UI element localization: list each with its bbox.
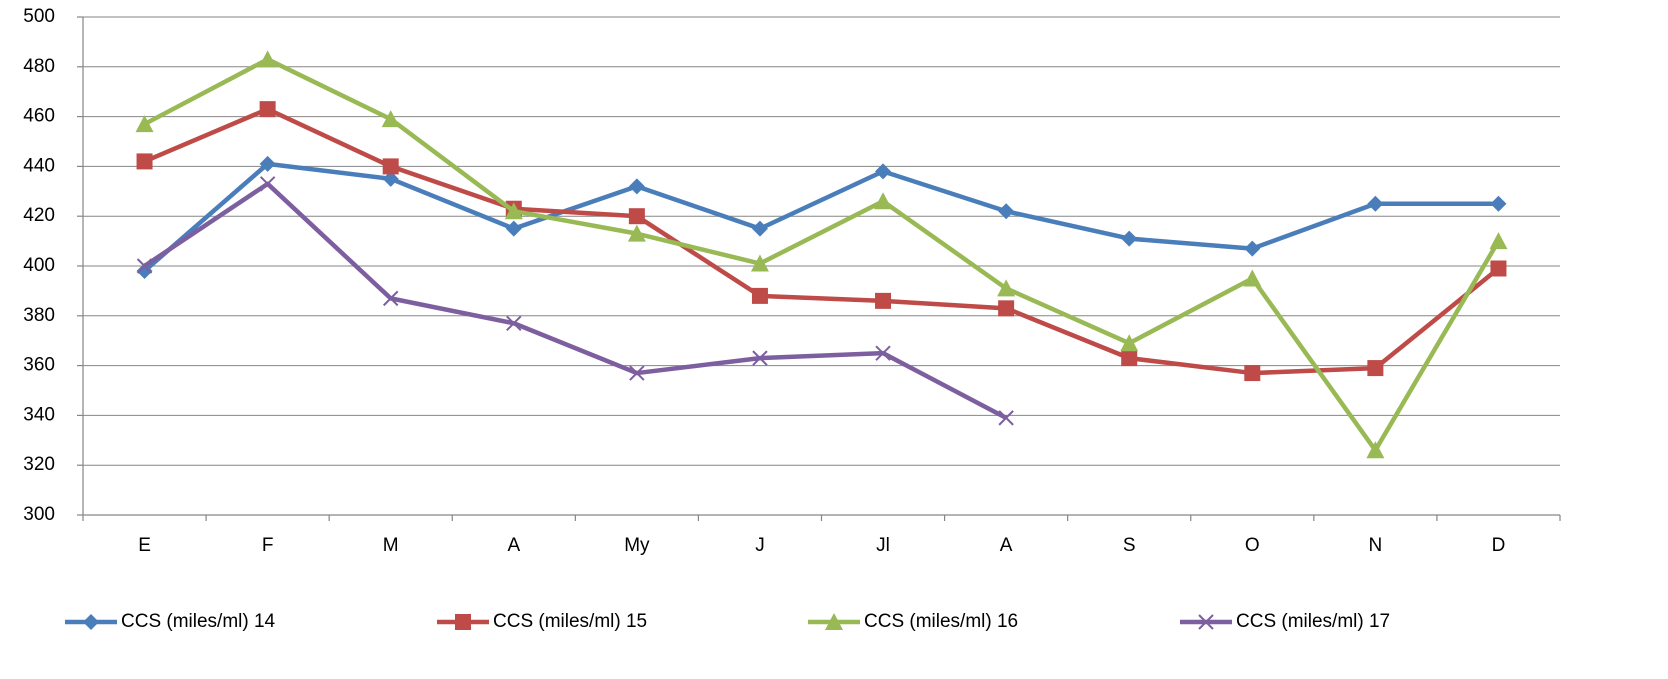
marker <box>750 254 769 272</box>
marker <box>627 224 646 242</box>
marker <box>628 208 645 225</box>
marker <box>136 258 153 274</box>
x-tick-label: F <box>262 535 274 556</box>
series-line <box>143 181 1008 420</box>
marker <box>1121 230 1138 247</box>
marker <box>875 345 891 361</box>
marker <box>1367 360 1384 377</box>
y-tick-label: 300 <box>23 504 55 525</box>
legend-item: CCS (miles/ml) 16 <box>808 611 1018 632</box>
x-tick-label: J <box>755 535 765 556</box>
y-tick-label: 400 <box>23 255 55 276</box>
x-tick-label: A <box>1000 535 1013 556</box>
legend-item: CCS (miles/ml) 15 <box>437 611 647 632</box>
y-tick-label: 420 <box>23 205 55 226</box>
marker <box>875 163 892 180</box>
x-tick-label: E <box>138 535 151 556</box>
marker <box>382 170 399 187</box>
marker <box>135 115 154 133</box>
legend-label: CCS (miles/ml) 14 <box>121 611 276 632</box>
marker <box>382 158 399 175</box>
marker <box>1120 334 1139 352</box>
marker <box>259 101 276 118</box>
marker <box>628 178 645 195</box>
y-tick-label: 440 <box>23 155 55 176</box>
marker <box>825 613 843 630</box>
marker <box>998 300 1015 317</box>
x-tick-label: N <box>1369 535 1383 556</box>
marker <box>1490 260 1507 277</box>
marker <box>751 287 768 304</box>
y-tick-label: 340 <box>23 404 55 425</box>
marker <box>875 292 892 309</box>
x-tick-label: S <box>1123 535 1136 556</box>
x-tick-label: My <box>624 535 650 556</box>
y-tick-label: 500 <box>23 6 55 27</box>
marker <box>1490 195 1507 212</box>
marker <box>136 262 153 279</box>
marker <box>504 202 523 220</box>
marker <box>998 203 1015 220</box>
x-tick-label: M <box>383 535 399 556</box>
marker <box>751 220 768 237</box>
y-tick-label: 360 <box>23 355 55 376</box>
marker <box>455 614 471 630</box>
legend-label: CCS (miles/ml) 16 <box>864 611 1018 632</box>
series-line <box>143 161 1499 273</box>
marker <box>629 365 645 381</box>
marker <box>874 192 893 210</box>
marker <box>505 220 522 237</box>
legend-label: CCS (miles/ml) 15 <box>493 611 647 632</box>
marker <box>1367 195 1384 212</box>
marker <box>259 176 276 192</box>
marker <box>258 50 277 68</box>
marker <box>997 279 1016 297</box>
legend-item: CCS (miles/ml) 17 <box>1180 611 1390 632</box>
marker <box>1198 614 1214 630</box>
series-line <box>143 106 1500 376</box>
marker <box>1121 350 1138 367</box>
marker <box>383 290 399 307</box>
x-tick-label: O <box>1245 535 1260 556</box>
x-tick-label: D <box>1492 535 1506 556</box>
marker <box>136 153 153 170</box>
marker <box>1244 240 1261 257</box>
marker <box>381 110 400 128</box>
x-tick-label: A <box>507 535 520 556</box>
marker <box>506 315 522 331</box>
legend-item: CCS (miles/ml) 14 <box>65 611 276 632</box>
y-tick-label: 380 <box>23 305 55 326</box>
marker <box>1243 269 1262 287</box>
y-tick-label: 460 <box>23 106 55 127</box>
marker <box>259 155 276 172</box>
marker <box>1366 441 1385 459</box>
x-tick-label: Jl <box>876 535 890 556</box>
series-line <box>143 57 1501 453</box>
legend-label: CCS (miles/ml) 17 <box>1236 611 1390 632</box>
marker <box>998 410 1014 426</box>
marker <box>752 350 768 366</box>
y-tick-label: 480 <box>23 56 55 77</box>
marker <box>83 614 99 630</box>
marker <box>1244 365 1261 382</box>
marker <box>1489 232 1508 250</box>
y-tick-label: 320 <box>23 454 55 475</box>
